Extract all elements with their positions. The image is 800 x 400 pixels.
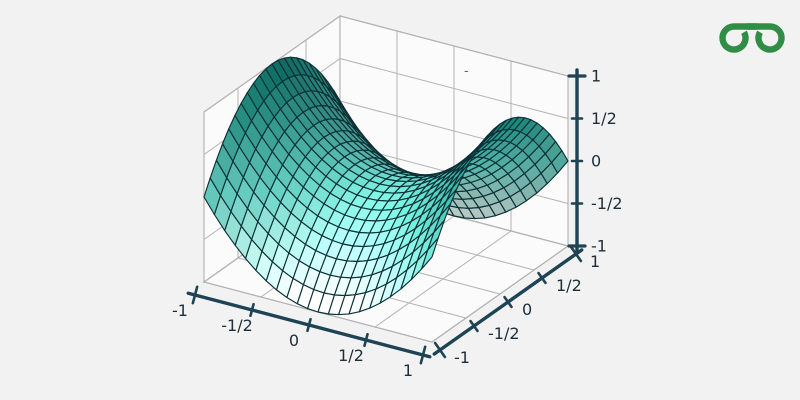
x-axis: -1 -1/2 0 1/2 1 bbox=[172, 285, 432, 380]
z-axis: 1 1/2 0 -1/2 -1 bbox=[567, 67, 623, 256]
y-axis-tick-label: 0 bbox=[522, 300, 532, 319]
z-axis-tick-label: -1 bbox=[591, 237, 607, 256]
logo-left-g bbox=[719, 23, 757, 53]
x-axis-tick-label: -1/2 bbox=[221, 316, 253, 335]
y-axis-tick-label: -1/2 bbox=[488, 324, 520, 343]
x-axis-tick-label: 0 bbox=[289, 331, 299, 350]
stray-dash: - bbox=[464, 64, 469, 79]
y-axis-tick-label: 1 bbox=[590, 252, 600, 271]
y-axis-tick-label: -1 bbox=[454, 348, 470, 367]
z-axis-tick-label: 0 bbox=[591, 152, 601, 171]
z-axis-tick-label: 1 bbox=[591, 67, 601, 86]
x-axis-tick-label: -1 bbox=[172, 301, 188, 320]
x-axis-tick-label: 1/2 bbox=[338, 346, 364, 365]
y-axis-tick-label: 1/2 bbox=[556, 276, 582, 295]
x-axis-tick-label: 1 bbox=[403, 361, 413, 380]
z-axis-tick-label: -1/2 bbox=[591, 194, 623, 213]
geeksforgeeks-logo-icon bbox=[719, 23, 785, 53]
y-axis: -1 -1/20 1/2 1 bbox=[432, 245, 600, 367]
surface-mesh bbox=[203, 56, 569, 316]
z-axis-tick-label: 1/2 bbox=[591, 109, 617, 128]
logo-right-g bbox=[747, 23, 785, 53]
